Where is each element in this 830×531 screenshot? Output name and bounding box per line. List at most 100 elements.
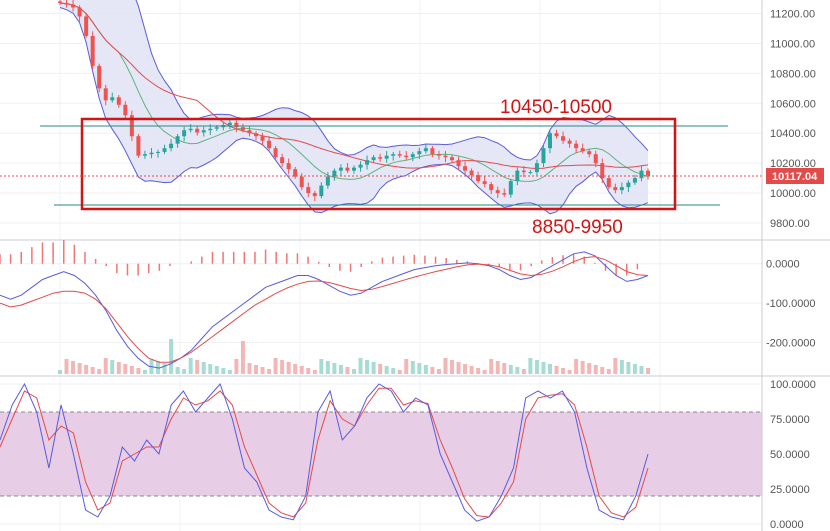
candle-body bbox=[149, 152, 154, 155]
price-tick-label: 10800.00 bbox=[770, 68, 816, 80]
candle-body bbox=[208, 128, 213, 131]
price-tick-label: 10000.00 bbox=[770, 188, 816, 200]
volume-bar bbox=[103, 358, 108, 374]
volume-bar bbox=[64, 359, 69, 374]
candle-body bbox=[613, 187, 618, 191]
volume-bar bbox=[280, 360, 285, 374]
volume-bar bbox=[90, 367, 95, 374]
volume-bar bbox=[110, 360, 115, 374]
volume-bar bbox=[646, 368, 650, 374]
candle-body bbox=[417, 151, 422, 155]
volume-bar bbox=[430, 367, 435, 374]
volume-bar bbox=[371, 362, 376, 374]
candle-body bbox=[175, 136, 180, 144]
candle-body bbox=[502, 193, 507, 195]
candle-body bbox=[391, 154, 396, 156]
volume-bar bbox=[221, 368, 226, 374]
candle-body bbox=[358, 164, 363, 168]
macd-signal-line bbox=[0, 256, 649, 363]
candle-body bbox=[97, 65, 102, 89]
macd-tick-label: 0.0000 bbox=[766, 259, 800, 271]
candle-body bbox=[397, 154, 402, 156]
volume-bar bbox=[332, 363, 337, 374]
candle-body bbox=[84, 16, 89, 36]
bollinger-upper-line bbox=[135, 0, 649, 161]
volume-bar bbox=[423, 365, 428, 374]
volume-bar bbox=[97, 369, 102, 374]
volume-bar bbox=[84, 365, 89, 374]
volume-bar bbox=[534, 360, 539, 374]
candle-body bbox=[619, 187, 624, 191]
volume-bar bbox=[489, 359, 494, 374]
volume-bar bbox=[391, 368, 396, 374]
volume-bar bbox=[495, 361, 500, 374]
volume-bar bbox=[378, 364, 383, 374]
volume-bar bbox=[548, 364, 552, 374]
stochastic-k-line bbox=[0, 382, 649, 522]
volume-bar bbox=[293, 364, 298, 374]
candle-body bbox=[90, 35, 95, 66]
volume-bar bbox=[299, 366, 304, 374]
candle-body bbox=[410, 154, 415, 158]
candle-body bbox=[482, 181, 487, 185]
candle-body bbox=[541, 148, 546, 164]
candle-body bbox=[443, 155, 448, 158]
price-tick-label: 9800.00 bbox=[770, 218, 810, 230]
volume-bar bbox=[247, 363, 252, 374]
candle-body bbox=[646, 170, 650, 176]
candle-body bbox=[476, 175, 481, 182]
candle-body bbox=[240, 127, 245, 131]
candle-body bbox=[456, 160, 461, 167]
candle-body bbox=[508, 181, 513, 195]
candle-body bbox=[71, 4, 76, 8]
candle-body bbox=[142, 154, 147, 156]
candle-body bbox=[58, 1, 62, 3]
candle-body bbox=[580, 148, 585, 152]
volume-bar bbox=[456, 362, 461, 374]
candle-body bbox=[280, 157, 285, 164]
volume-bar bbox=[306, 368, 311, 374]
candle-body bbox=[77, 7, 82, 17]
volume-bar bbox=[502, 363, 507, 374]
candle-body bbox=[254, 133, 258, 137]
volume-bar bbox=[482, 370, 487, 374]
volume-bar bbox=[450, 360, 454, 374]
candle-body bbox=[103, 88, 108, 101]
volume-bar bbox=[463, 364, 468, 374]
volume-bar bbox=[476, 368, 481, 374]
volume-bar bbox=[188, 358, 193, 374]
volume-bar bbox=[325, 361, 330, 374]
candle-body bbox=[384, 155, 389, 159]
price-tick-label: 10600.00 bbox=[770, 98, 816, 110]
bollinger-lower-line bbox=[59, 7, 649, 215]
volume-bar bbox=[352, 369, 356, 374]
macd-tick-label: -100.0000 bbox=[766, 298, 816, 310]
candle-body bbox=[247, 130, 252, 134]
candle-body bbox=[312, 193, 317, 197]
candle-body bbox=[632, 178, 637, 183]
volume-bar bbox=[410, 361, 415, 374]
candle-body bbox=[528, 172, 533, 174]
volume-bar bbox=[561, 368, 566, 374]
volume-bar bbox=[338, 365, 343, 374]
price-panel[interactable] bbox=[0, 0, 762, 215]
volume-bar bbox=[175, 367, 180, 374]
stochastic-panel[interactable] bbox=[0, 382, 762, 522]
volume-bar bbox=[254, 365, 258, 374]
candle-body bbox=[123, 104, 128, 116]
volume-bar bbox=[574, 359, 579, 374]
macd-panel[interactable] bbox=[0, 240, 650, 374]
candle-body bbox=[593, 154, 598, 164]
volume-bar bbox=[214, 366, 219, 374]
candle-body bbox=[574, 143, 579, 149]
candle-body bbox=[495, 190, 500, 194]
volume-bar bbox=[227, 370, 232, 374]
candle-body bbox=[169, 143, 174, 149]
volume-bar bbox=[521, 369, 526, 374]
candle-body bbox=[227, 122, 232, 125]
volume-bar bbox=[358, 358, 363, 374]
volume-bar bbox=[554, 366, 559, 374]
volume-bar bbox=[528, 358, 533, 374]
volume-bar bbox=[508, 365, 513, 374]
